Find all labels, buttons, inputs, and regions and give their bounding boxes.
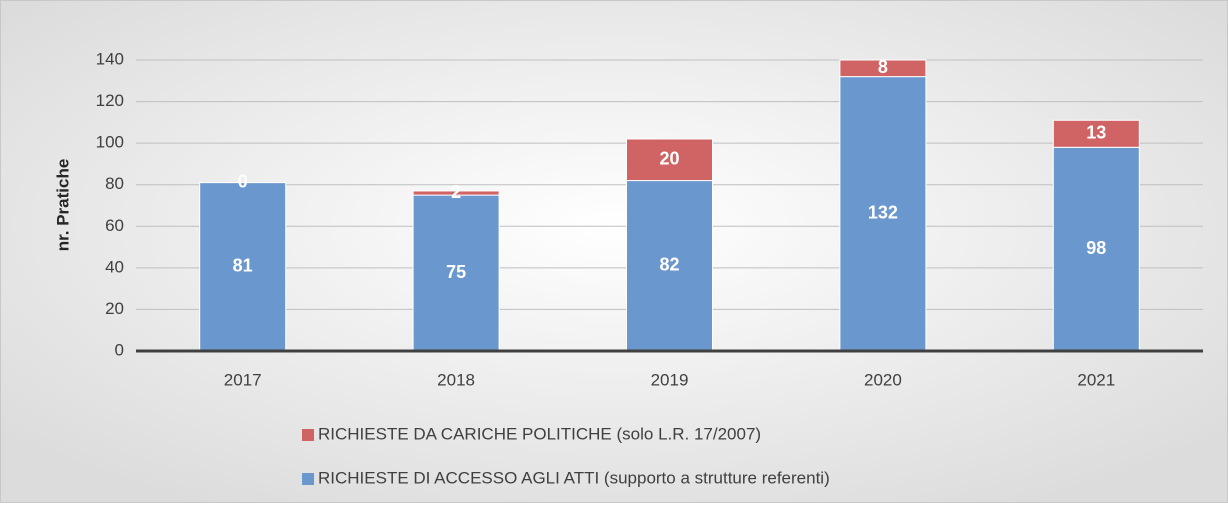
bar-segment bbox=[1052, 119, 1140, 148]
data-label: 82 bbox=[659, 255, 679, 275]
y-tick-label: 40 bbox=[105, 257, 124, 276]
data-label: 132 bbox=[868, 203, 898, 223]
data-label: 75 bbox=[446, 262, 466, 282]
data-label: 20 bbox=[659, 149, 679, 169]
x-tick-label: 2021 bbox=[1077, 370, 1115, 389]
data-label: 2 bbox=[451, 182, 461, 202]
y-axis-label: nr. Pratiche bbox=[53, 159, 72, 252]
y-tick-label: 60 bbox=[105, 216, 124, 235]
data-label: 0 bbox=[238, 171, 248, 191]
bar-segment bbox=[412, 190, 500, 196]
data-label: 8 bbox=[878, 57, 888, 77]
x-tick-label: 2019 bbox=[651, 370, 689, 389]
bar-segment bbox=[412, 194, 500, 352]
data-label: 98 bbox=[1086, 238, 1106, 258]
y-tick-label: 20 bbox=[105, 299, 124, 318]
data-label: 81 bbox=[233, 256, 253, 276]
x-tick-label: 2017 bbox=[224, 370, 262, 389]
y-tick-label: 0 bbox=[115, 340, 124, 359]
bar-segment bbox=[626, 138, 713, 182]
data-label: 13 bbox=[1086, 123, 1106, 143]
bar-segment bbox=[1052, 146, 1140, 352]
legend-label: RICHIESTE DI ACCESSO AGLI ATTI (supporto… bbox=[318, 468, 830, 487]
bar-segment bbox=[626, 180, 713, 352]
legend-swatch bbox=[302, 429, 314, 441]
legend-swatch bbox=[302, 473, 314, 485]
x-tick-label: 2018 bbox=[437, 370, 475, 389]
y-tick-label: 140 bbox=[96, 49, 124, 68]
x-tick-label: 2020 bbox=[864, 370, 902, 389]
y-tick-label: 120 bbox=[96, 91, 124, 110]
bar-segment bbox=[839, 59, 927, 78]
y-tick-label: 80 bbox=[105, 174, 124, 193]
bar-segment bbox=[839, 76, 927, 352]
y-tick-label: 100 bbox=[96, 133, 124, 152]
legend-label: RICHIESTE DA CARICHE POLITICHE (solo L.R… bbox=[318, 424, 761, 443]
bar-segment bbox=[199, 182, 287, 352]
